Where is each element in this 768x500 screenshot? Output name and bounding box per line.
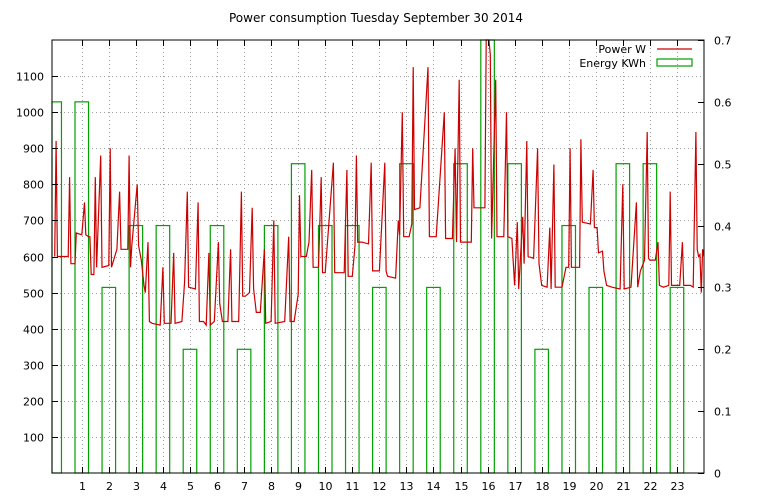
x-tick-label: 19: [563, 480, 577, 493]
energy-box: [480, 39, 495, 474]
power-series: [54, 39, 705, 327]
legend-power-label: Power W: [598, 43, 646, 56]
energy-box: [588, 286, 604, 474]
energy-box: [534, 348, 550, 474]
y-tick-label: 900: [23, 143, 44, 156]
x-tick-label: 16: [482, 480, 496, 493]
y2-tick-label: 0.4: [714, 221, 732, 234]
x-tick-label: 5: [187, 480, 194, 493]
legend-energy-swatch: [656, 58, 693, 67]
x-tick-label: 1: [79, 480, 86, 493]
x-tick-label: 8: [268, 480, 275, 493]
energy-box: [101, 286, 117, 474]
y2-tick-label: 0.5: [714, 159, 732, 172]
y-tick-label: 500: [23, 288, 44, 301]
energy-box: [317, 224, 333, 474]
y2-tick-label: 0.7: [714, 35, 732, 48]
y-tick-label: 1100: [16, 71, 44, 84]
x-tick-label: 12: [373, 480, 387, 493]
y2-tick-label: 0.3: [714, 282, 732, 295]
legend: Power W Energy KWh: [579, 43, 693, 70]
y2-tick-label: 0.2: [714, 344, 732, 357]
chart-title: Power consumption Tuesday September 30 2…: [229, 11, 523, 25]
y-tick-label: 400: [23, 324, 44, 337]
x-tick-label: 11: [346, 480, 360, 493]
plot-frame: [51, 39, 705, 474]
x-tick-label: 10: [319, 480, 333, 493]
grid: [52, 40, 704, 473]
x-tick-label: 17: [509, 480, 523, 493]
y-tick-label: 800: [23, 179, 44, 192]
x-tick-label: 20: [590, 480, 604, 493]
x-tick-label: 15: [455, 480, 469, 493]
energy-box: [155, 224, 171, 474]
energy-box: [399, 163, 414, 474]
x-tick-label: 23: [671, 480, 685, 493]
y-tick-label: 300: [23, 360, 44, 373]
y-tick-label: 700: [23, 215, 44, 228]
legend-energy-label: Energy KWh: [579, 57, 646, 70]
x-tick-label: 22: [644, 480, 658, 493]
x-tick-label: 3: [133, 480, 140, 493]
x-tick-label: 7: [241, 480, 248, 493]
energy-box: [74, 101, 90, 474]
x-tick-label: 4: [160, 480, 167, 493]
y2-tick-label: 0.1: [714, 406, 732, 419]
y-tick-label: 100: [23, 432, 44, 445]
y-tick-label: 200: [23, 396, 44, 409]
energy-box: [507, 163, 522, 474]
x-tick-label: 18: [536, 480, 550, 493]
energy-box: [236, 348, 252, 474]
x-tick-label: 13: [400, 480, 414, 493]
x-tick-label: 2: [106, 480, 113, 493]
y2-tick-label: 0.6: [714, 97, 732, 110]
energy-box: [263, 224, 279, 474]
energy-box: [182, 348, 198, 474]
y-tick-label: 1000: [16, 107, 44, 120]
x-tick-label: 9: [295, 480, 302, 493]
energy-box: [669, 286, 685, 474]
x-tick-label: 21: [617, 480, 631, 493]
y2-tick-label: 0: [714, 468, 721, 481]
x-tick-label: 14: [427, 480, 441, 493]
x-tick-label: 6: [214, 480, 221, 493]
y-tick-label: 600: [23, 252, 44, 265]
energy-box: [290, 163, 306, 474]
power-line: [54, 39, 705, 327]
